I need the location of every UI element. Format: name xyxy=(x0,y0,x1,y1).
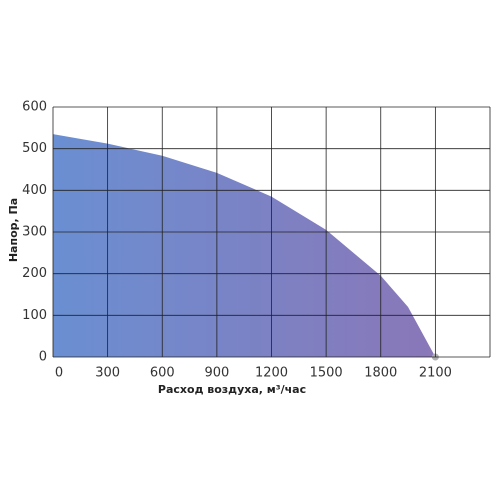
y-tick-label: 0 xyxy=(39,350,47,365)
area xyxy=(53,134,436,357)
y-tick-label: 100 xyxy=(22,308,47,323)
y-tick-label: 300 xyxy=(22,225,47,240)
x-tick-label: 1800 xyxy=(364,366,397,381)
x-tick-label: 1200 xyxy=(255,366,288,381)
x-tick-label: 900 xyxy=(204,366,229,381)
y-tick-label: 500 xyxy=(22,141,47,156)
y-tick-label: 200 xyxy=(22,266,47,281)
x-axis-title: Расход воздуха, м³/час xyxy=(158,383,306,396)
y-tick-label: 600 xyxy=(22,100,47,115)
x-tick-label: 0 xyxy=(55,366,63,381)
x-tick-label: 600 xyxy=(150,366,175,381)
x-tick-label: 1500 xyxy=(310,366,343,381)
y-tick-label: 400 xyxy=(22,183,47,198)
x-tick-label: 2100 xyxy=(419,366,452,381)
x-tick-label: 300 xyxy=(95,366,120,381)
y-axis-title: Напор, Па xyxy=(7,198,20,262)
